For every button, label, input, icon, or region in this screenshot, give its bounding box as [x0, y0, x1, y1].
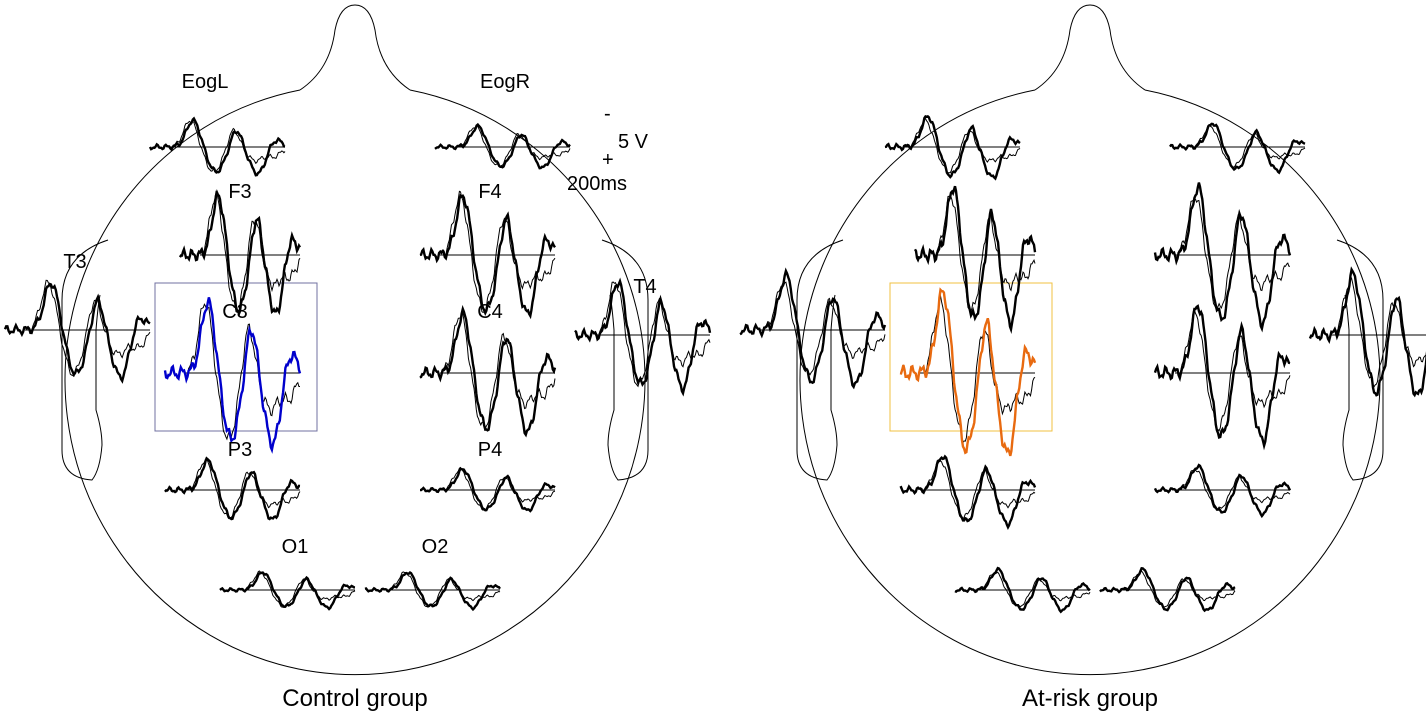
waveform [420, 309, 555, 435]
head-outline [1035, 5, 1145, 90]
head-outline [800, 90, 1380, 675]
scale-plus: + [602, 149, 614, 171]
waveform [220, 573, 355, 609]
electrode-label: F3 [228, 181, 251, 203]
head-outline [300, 5, 410, 90]
scale-time: 200ms [567, 173, 627, 195]
electrode-label: T3 [63, 251, 86, 273]
electrode-label: O1 [282, 536, 309, 558]
waveform [1155, 465, 1290, 516]
waveform [1310, 270, 1426, 396]
waveform [1155, 306, 1290, 446]
waveform [165, 458, 300, 519]
waveform [900, 457, 1035, 528]
electrode-label: F4 [478, 181, 501, 203]
waveform [1100, 568, 1235, 610]
electrode-label: O2 [422, 536, 449, 558]
panel-title: Control group [282, 685, 427, 712]
waveform [5, 284, 150, 381]
waveform [1170, 124, 1305, 173]
electrode-label: P4 [478, 439, 502, 461]
electrode-label: EogL [182, 71, 229, 93]
waveform [180, 193, 300, 314]
waveform [435, 125, 570, 169]
waveform [740, 271, 885, 387]
electrode-label: P3 [228, 439, 252, 461]
scale-minus: - [604, 103, 611, 125]
electrode-label: C3 [222, 301, 248, 323]
panel-title: At-risk group [1022, 685, 1158, 712]
waveform [1155, 183, 1290, 329]
ear [1337, 240, 1383, 480]
waveform [915, 186, 1035, 329]
figure: EogL EogR F3 F4 T3 T4 C3 C4 P3 P4 O1 O2 Control gro… [0, 0, 1426, 717]
scale-amplitude: 5 V [618, 131, 649, 153]
electrode-label: EogR [480, 71, 530, 93]
electrode-label: C4 [477, 301, 503, 323]
highlight-box [890, 283, 1052, 431]
electrode-label: T4 [633, 276, 656, 298]
